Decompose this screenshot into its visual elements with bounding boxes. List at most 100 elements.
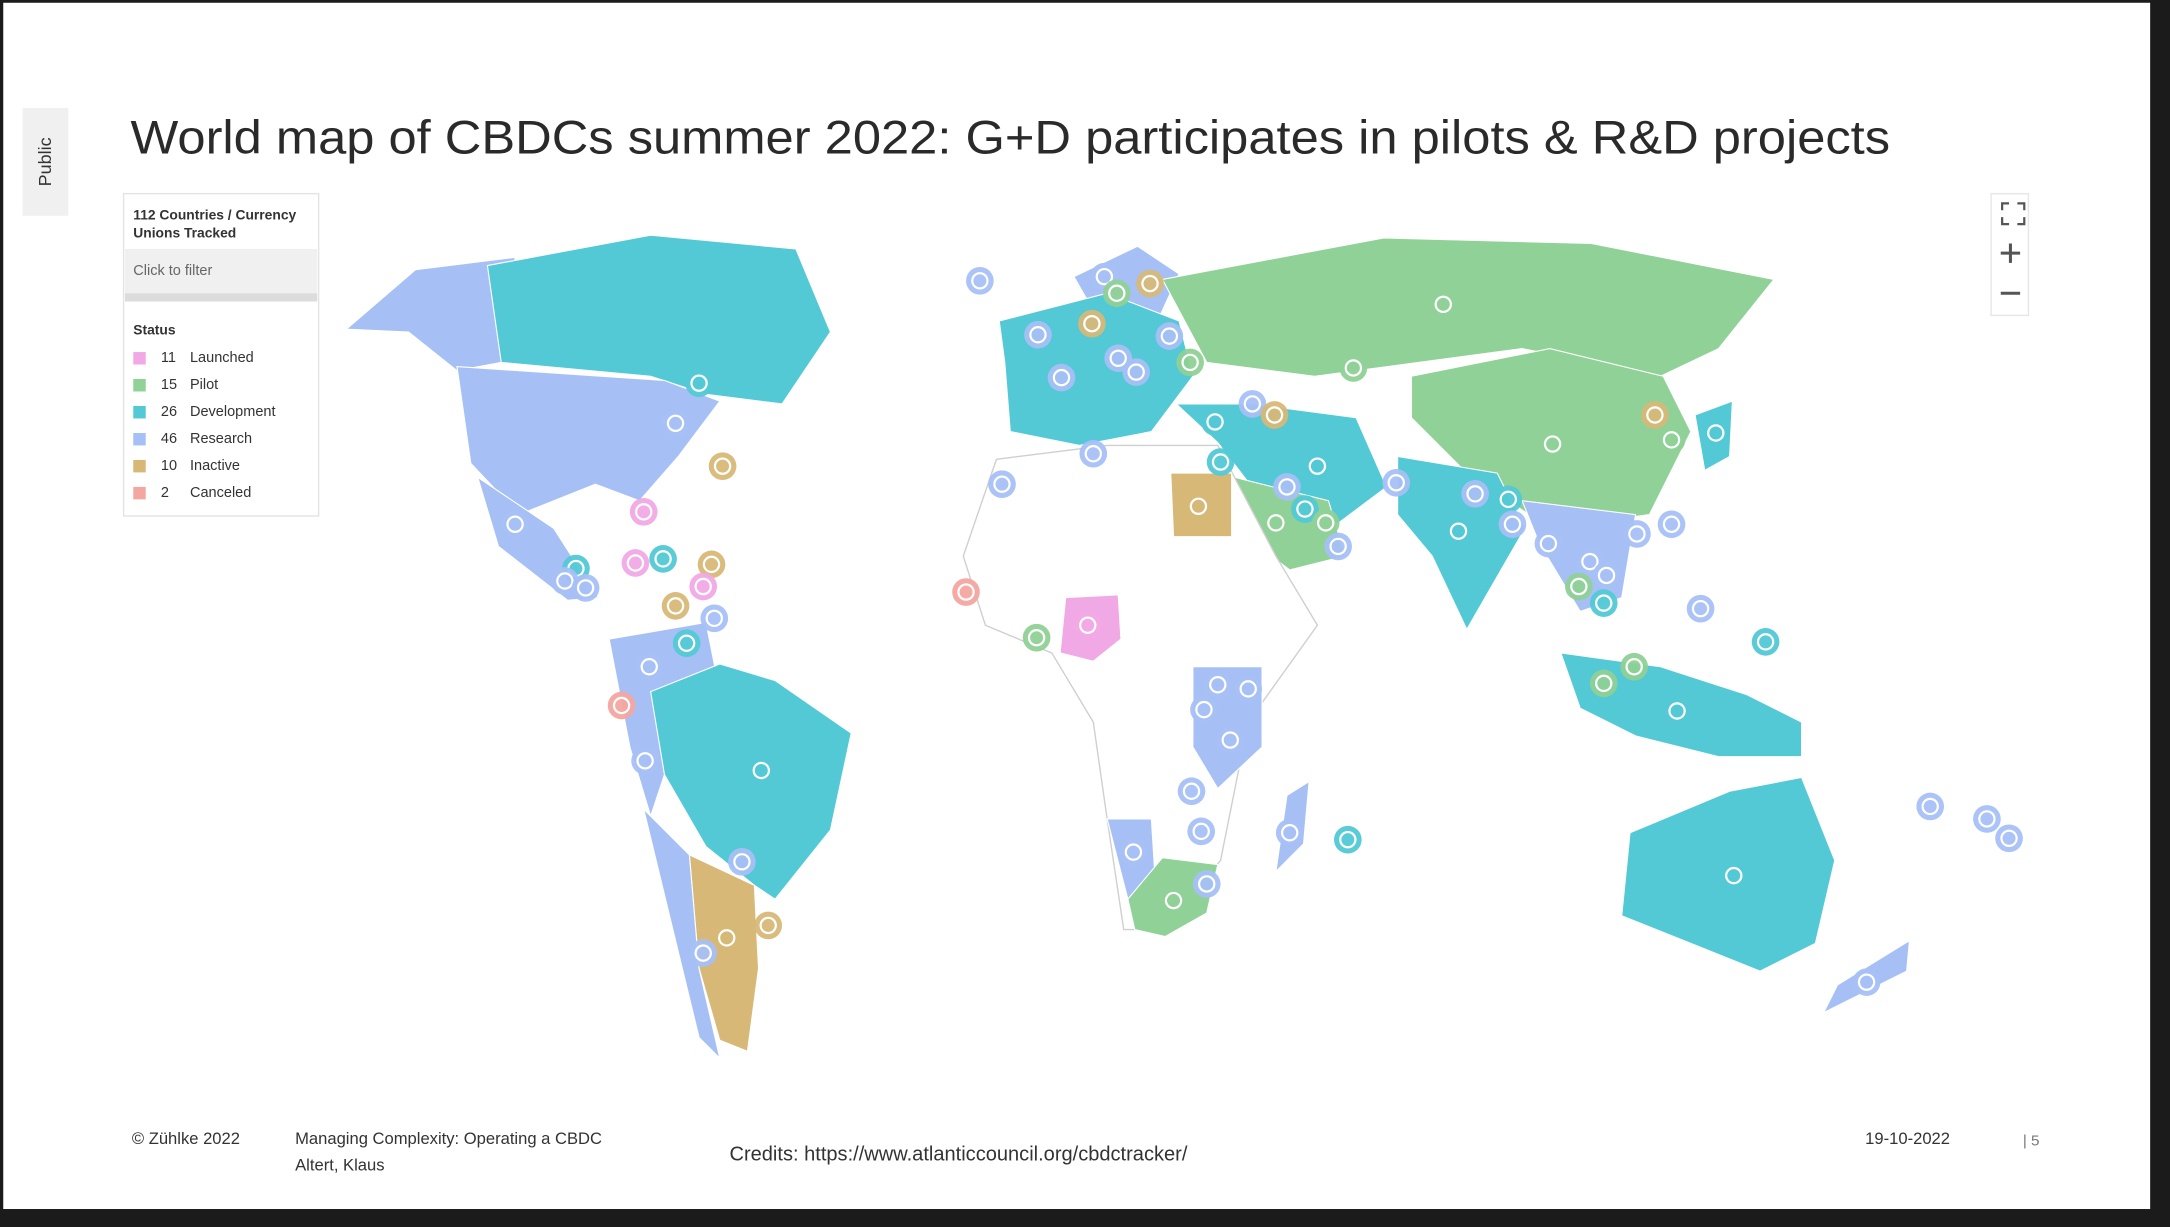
country-marker[interactable] <box>1119 838 1148 866</box>
country-marker[interactable] <box>1852 968 1881 996</box>
country-marker[interactable] <box>1429 290 1458 319</box>
country-marker[interactable] <box>571 574 600 602</box>
country-marker[interactable] <box>1663 697 1691 725</box>
country-marker[interactable] <box>1234 675 1263 703</box>
country-marker[interactable] <box>1273 473 1301 501</box>
country-marker[interactable] <box>1176 348 1204 377</box>
marker-ring <box>1267 514 1285 532</box>
country-marker[interactable] <box>712 924 741 952</box>
country-marker[interactable] <box>685 369 713 398</box>
country-marker[interactable] <box>1022 623 1051 652</box>
country-marker[interactable] <box>1751 628 1780 656</box>
country-marker[interactable] <box>1184 492 1213 521</box>
country-marker[interactable] <box>1623 520 1651 548</box>
country-marker[interactable] <box>1275 818 1304 847</box>
legend-item[interactable]: 26 Development <box>133 404 276 420</box>
country-marker[interactable] <box>1701 419 1730 447</box>
country-marker[interactable] <box>952 578 980 606</box>
legend-item[interactable]: 10 Inactive <box>133 458 240 474</box>
country-marker[interactable] <box>1190 695 1218 724</box>
country-marker[interactable] <box>1534 529 1563 558</box>
country-marker[interactable] <box>689 572 718 601</box>
country-marker[interactable] <box>1657 426 1686 454</box>
country-marker[interactable] <box>988 470 1016 498</box>
country-marker[interactable] <box>1538 430 1567 458</box>
country-marker[interactable] <box>1201 408 1229 436</box>
country-marker[interactable] <box>631 746 659 775</box>
country-marker[interactable] <box>708 452 737 481</box>
country-marker[interactable] <box>1973 805 2001 833</box>
country-marker[interactable] <box>1444 517 1473 546</box>
country-marker[interactable] <box>728 847 756 876</box>
country-marker[interactable] <box>1461 480 1489 508</box>
legend-item[interactable]: 46 Research <box>133 431 252 447</box>
country-marker[interactable] <box>966 266 994 295</box>
country-marker[interactable] <box>1311 509 1340 537</box>
country-marker[interactable] <box>1079 439 1108 468</box>
country-marker[interactable] <box>1216 726 1245 754</box>
country-marker[interactable] <box>1291 495 1319 523</box>
country-marker[interactable] <box>1262 509 1290 537</box>
country-marker[interactable] <box>1177 777 1206 806</box>
country-marker[interactable] <box>629 497 658 526</box>
country-marker[interactable] <box>1206 448 1235 476</box>
country-marker[interactable] <box>649 545 677 573</box>
country-marker[interactable] <box>1382 468 1411 497</box>
country-marker[interactable] <box>754 911 783 940</box>
country-marker[interactable] <box>1303 452 1332 481</box>
country-marker[interactable] <box>672 629 701 658</box>
country-marker[interactable] <box>1187 817 1216 846</box>
country-marker[interactable] <box>607 691 636 720</box>
country-marker[interactable] <box>1592 561 1621 590</box>
country-marker[interactable] <box>1995 824 2023 853</box>
country-marker[interactable] <box>689 939 718 967</box>
marker-dot <box>1073 611 1102 640</box>
country-marker[interactable] <box>1102 279 1131 308</box>
country-marker[interactable] <box>700 604 729 633</box>
country-marker[interactable] <box>1565 572 1593 601</box>
country-marker[interactable] <box>1494 485 1523 514</box>
country-marker[interactable] <box>1192 870 1221 898</box>
country-marker[interactable] <box>1324 532 1352 561</box>
country-marker[interactable] <box>661 409 690 438</box>
legend-item[interactable]: 15 Pilot <box>133 377 218 393</box>
country-marker[interactable] <box>1024 320 1052 349</box>
filter-box[interactable] <box>124 248 318 294</box>
country-marker[interactable] <box>1073 611 1102 640</box>
legend-item[interactable]: 11 Launched <box>133 350 254 366</box>
country-marker[interactable] <box>1719 861 1748 890</box>
country-marker[interactable] <box>1620 652 1649 681</box>
country-marker[interactable] <box>1260 401 1289 429</box>
country-marker[interactable] <box>635 652 664 681</box>
country-marker[interactable] <box>1159 886 1188 915</box>
country-marker[interactable] <box>1155 322 1184 350</box>
country-marker[interactable] <box>661 592 690 620</box>
country-marker[interactable] <box>1657 510 1686 539</box>
country-marker[interactable] <box>697 550 726 579</box>
country-marker[interactable] <box>1203 670 1232 699</box>
country-marker[interactable] <box>551 567 579 595</box>
country-marker[interactable] <box>1047 363 1076 392</box>
country-marker[interactable] <box>1122 358 1151 386</box>
country-marker[interactable] <box>1498 510 1527 539</box>
country-marker[interactable] <box>1078 309 1106 338</box>
legend-item[interactable]: 2 Canceled <box>133 485 251 501</box>
zoom-in-button[interactable] <box>2000 243 2021 263</box>
country-marker[interactable] <box>1238 390 1267 418</box>
country-marker[interactable] <box>1916 792 1945 821</box>
country-marker[interactable] <box>1686 594 1715 623</box>
country-marker[interactable] <box>1136 269 1164 298</box>
marker-dot <box>1589 589 1618 617</box>
fullscreen-button[interactable] <box>2001 202 2026 226</box>
legend-panel: 112 Countries / Currency Unions Tracked … <box>122 192 320 517</box>
country-marker[interactable] <box>1339 354 1368 382</box>
country-marker[interactable] <box>1333 825 1362 854</box>
country-marker[interactable] <box>747 756 776 785</box>
country-marker[interactable] <box>1589 669 1618 698</box>
legend-label: Development <box>190 404 276 420</box>
country-marker[interactable] <box>1641 401 1669 429</box>
country-marker[interactable] <box>501 510 529 539</box>
country-marker[interactable] <box>1589 589 1618 617</box>
filter-label[interactable]: Click to filter <box>133 263 212 279</box>
country-marker[interactable] <box>621 549 650 577</box>
